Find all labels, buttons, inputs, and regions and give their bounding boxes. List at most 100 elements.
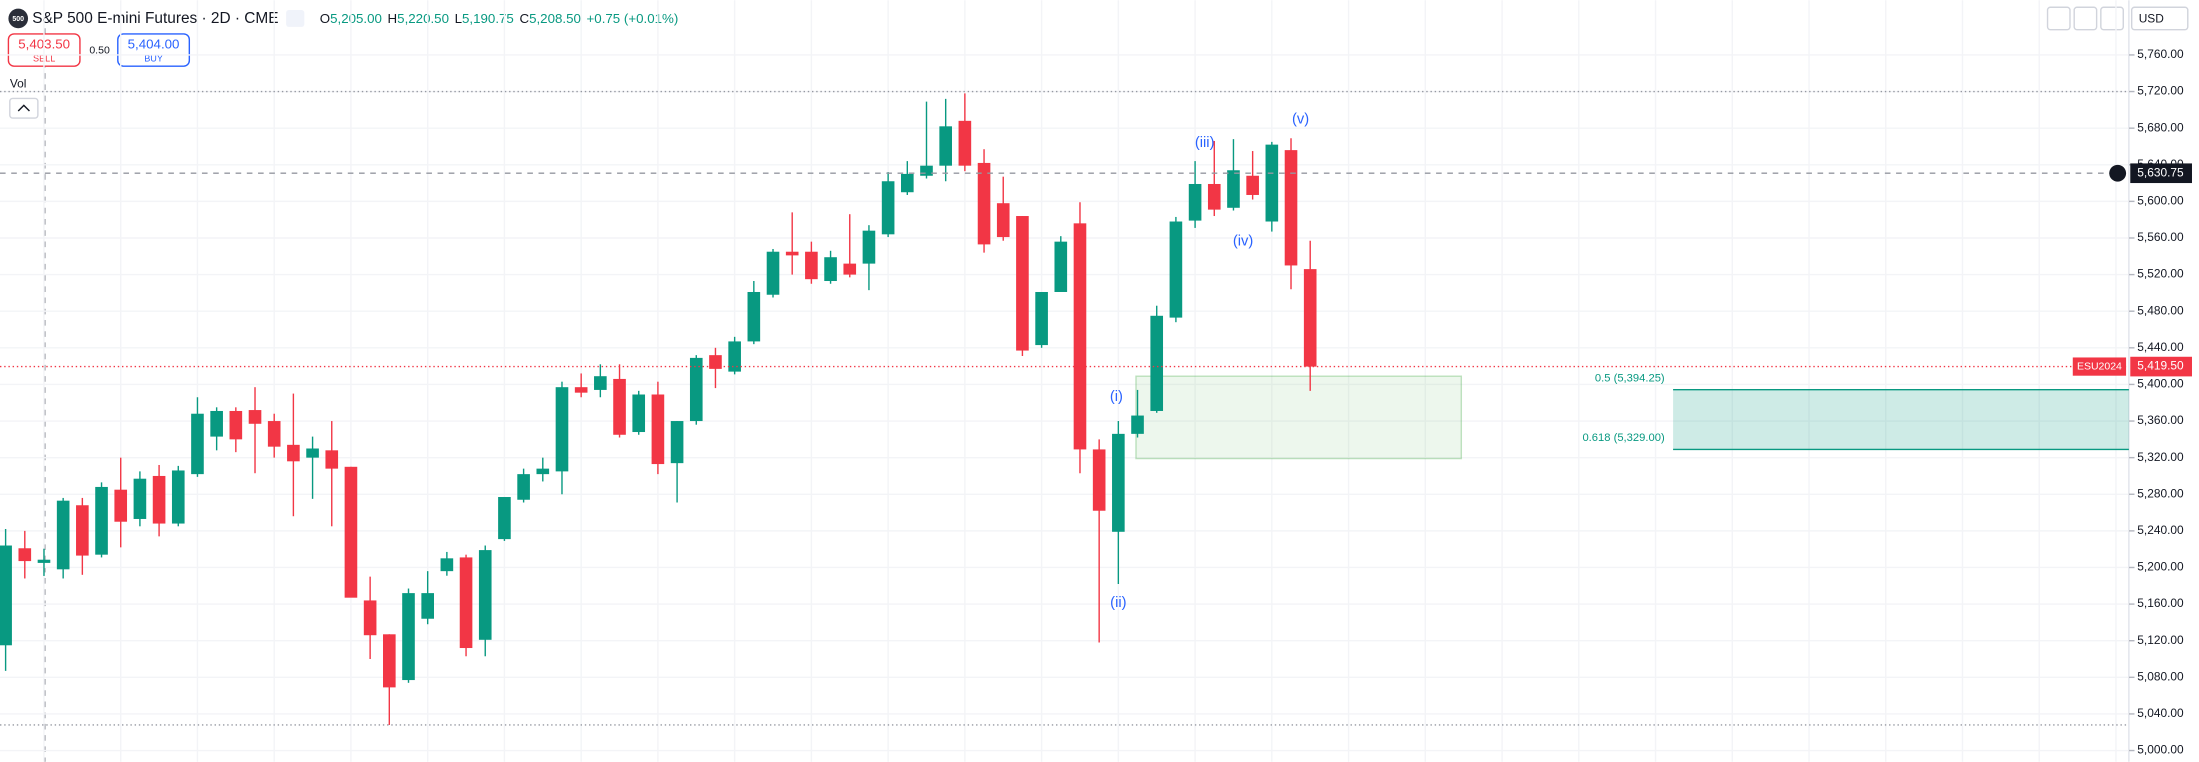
y-tick-label: 5,400.00 [2137, 377, 2184, 391]
candle-body [306, 448, 319, 458]
candle-body [363, 600, 377, 636]
y-tick-label: 5,000.00 [2137, 743, 2184, 757]
price-tag [2130, 356, 2192, 377]
y-tick-label: 5,320.00 [2137, 450, 2184, 464]
candle-body [920, 165, 933, 176]
candle-body [210, 410, 223, 437]
candle-body [37, 559, 51, 563]
candle-body [536, 468, 550, 475]
collapse-icon [17, 104, 30, 112]
candle-body [958, 120, 972, 166]
y-tick-label: 5,720.00 [2137, 84, 2184, 98]
y-tick-label: 5,040.00 [2137, 706, 2184, 720]
candle-body [1169, 221, 1183, 318]
symbol-tag-label: ESU2024 [2077, 360, 2122, 372]
candle-body [843, 263, 857, 275]
candle-body [267, 421, 281, 447]
candle-body [766, 251, 780, 295]
candle-body [1303, 269, 1317, 367]
buy-button[interactable] [117, 33, 191, 67]
candle-body [1092, 449, 1106, 511]
candle-body [133, 478, 147, 519]
ohlc-key: O [320, 11, 330, 26]
zone [1135, 375, 1463, 460]
y-tick-label: 5,280.00 [2137, 486, 2184, 500]
crosshair-tag [2130, 163, 2192, 184]
candle-body [939, 126, 952, 166]
candle-body [824, 257, 837, 282]
wave-label: (ii) [1110, 595, 1126, 611]
candle-body [747, 291, 761, 342]
candle-body [1265, 144, 1279, 222]
y-tick-label: 5,560.00 [2137, 230, 2184, 244]
symbol-title: S&P 500 E-mini Futures · 2D · CME [32, 10, 278, 27]
candle-body [574, 387, 588, 393]
toolbar-button[interactable] [2046, 6, 2071, 31]
candle-body [1150, 315, 1164, 411]
spread: 0.50 [89, 45, 110, 57]
ohlc-key: C [519, 11, 529, 26]
candle-body [440, 558, 454, 572]
candle-body [95, 486, 108, 555]
candle-body [1227, 170, 1240, 208]
currency: USD [2139, 11, 2165, 25]
candle-body [1016, 216, 1029, 351]
candle-body [76, 505, 89, 556]
candle-body [18, 548, 32, 562]
candle-body [498, 497, 511, 540]
symbol-tag [2072, 357, 2127, 376]
wave-label: (i) [1110, 389, 1123, 405]
ohlc-value: 5,205.00 [330, 11, 382, 26]
candle-body [421, 593, 434, 619]
buy-price: 5,404.00 [128, 37, 180, 52]
currency-button[interactable] [2130, 6, 2189, 31]
candle-body [1284, 150, 1298, 266]
buy-label: BUY [144, 54, 163, 64]
change: +0.75 (+0.01%) [587, 11, 679, 26]
crosshair-label: 5,630.75 [2137, 165, 2184, 179]
price-tag-label: 5,419.50 [2137, 359, 2184, 373]
plus-button [2109, 164, 2127, 182]
candle-body [709, 355, 722, 369]
wave-label: (iii) [1195, 135, 1215, 151]
candle-body [152, 475, 166, 524]
candle-body [1131, 415, 1144, 434]
candle-body [229, 410, 243, 440]
candle-body [555, 387, 569, 472]
candle-body [248, 410, 262, 424]
eye-button[interactable] [286, 10, 305, 27]
y-tick-label: 5,680.00 [2137, 120, 2184, 134]
ohlc-key: L [455, 11, 462, 26]
ohlc-key: H [388, 11, 398, 26]
candle-body [881, 181, 895, 235]
ohlc-value: 5,220.50 [397, 11, 449, 26]
candle-body [901, 173, 914, 193]
candle-body [402, 593, 415, 681]
collapse-button[interactable] [9, 97, 39, 119]
candle-body [1207, 183, 1221, 210]
candle-body [728, 341, 741, 372]
candle-body [383, 634, 396, 688]
y-tick-label: 5,440.00 [2137, 340, 2184, 354]
candle-body [1054, 241, 1068, 292]
toolbar-button[interactable] [2073, 6, 2098, 31]
ohlc-value: 5,208.50 [529, 11, 581, 26]
candle-body [785, 251, 799, 256]
candle-body [977, 162, 991, 245]
candle-body [1112, 433, 1125, 532]
candle-body [1035, 291, 1048, 346]
y-tick-label: 5,520.00 [2137, 267, 2184, 281]
candle-body [478, 550, 492, 640]
candle-body [1073, 223, 1087, 450]
candle-body [613, 378, 626, 435]
volume-label: Vol [10, 77, 27, 91]
candle-body [0, 545, 12, 646]
symbol-icon-text: 500 [12, 16, 24, 23]
wave-label: (iv) [1233, 233, 1253, 249]
wave-label: (v) [1292, 111, 1309, 127]
y-tick-label: 5,080.00 [2137, 669, 2184, 683]
ohlc: O5,205.00 H5,220.50 L5,190.75 C5,208.50 +0.7… [320, 11, 679, 26]
candle-body [517, 474, 530, 500]
toolbar-button[interactable] [2100, 6, 2124, 31]
